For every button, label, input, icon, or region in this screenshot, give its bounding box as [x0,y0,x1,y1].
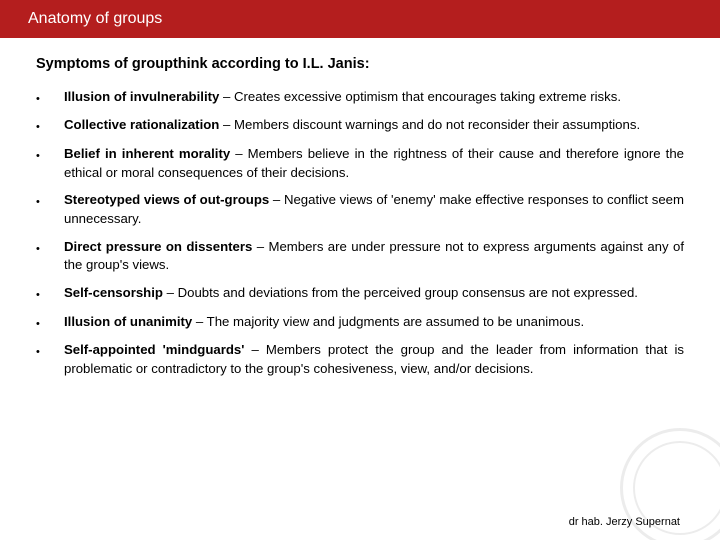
symptom-list: • Illusion of invulnerability – Creates … [36,88,684,378]
item-text: Collective rationalization – Members dis… [64,116,684,135]
list-item: • Belief in inherent morality – Members … [36,145,684,182]
bullet-icon: • [36,313,64,332]
slide-container: Anatomy of groups Symptoms of groupthink… [0,0,720,540]
list-item: • Illusion of invulnerability – Creates … [36,88,684,107]
bullet-icon: • [36,341,64,360]
bullet-icon: • [36,116,64,135]
list-item: • Collective rationalization – Members d… [36,116,684,135]
bullet-icon: • [36,191,64,210]
header-bar: Anatomy of groups [0,0,720,38]
footer-author: dr hab. Jerzy Supernat [569,516,680,528]
bullet-icon: • [36,145,64,164]
subtitle: Symptoms of groupthink according to I.L.… [36,56,684,72]
bullet-icon: • [36,284,64,303]
content-area: Symptoms of groupthink according to I.L.… [0,38,720,378]
list-item: • Stereotyped views of out-groups – Nega… [36,191,684,228]
item-text: Direct pressure on dissenters – Members … [64,238,684,275]
list-item: • Self-appointed 'mindguards' – Members … [36,341,684,378]
item-text: Stereotyped views of out-groups – Negati… [64,191,684,228]
item-text: Illusion of unanimity – The majority vie… [64,313,684,332]
bullet-icon: • [36,238,64,257]
list-item: • Self-censorship – Doubts and deviation… [36,284,684,303]
item-text: Self-appointed 'mindguards' – Members pr… [64,341,684,378]
header-title: Anatomy of groups [28,10,162,28]
item-text: Self-censorship – Doubts and deviations … [64,284,684,303]
item-text: Belief in inherent morality – Members be… [64,145,684,182]
item-text: Illusion of invulnerability – Creates ex… [64,88,684,107]
list-item: • Illusion of unanimity – The majority v… [36,313,684,332]
bullet-icon: • [36,88,64,107]
list-item: • Direct pressure on dissenters – Member… [36,238,684,275]
